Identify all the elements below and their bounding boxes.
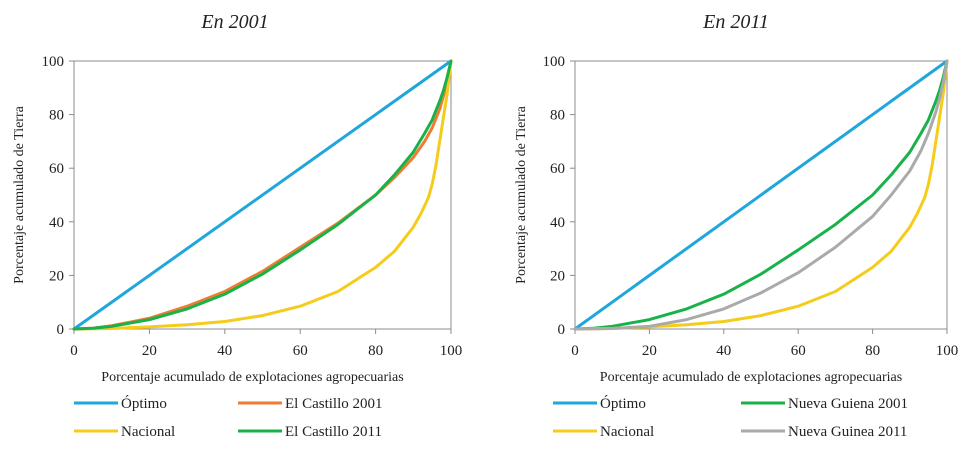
y-tick-label: 20 bbox=[550, 268, 565, 284]
y-tick-label: 80 bbox=[49, 108, 64, 124]
legend-item: Óptimo bbox=[74, 395, 167, 412]
series-line-1 bbox=[573, 59, 949, 331]
y-tick-label: 40 bbox=[49, 215, 64, 231]
series-line-1 bbox=[72, 59, 453, 331]
x-tick-label: 80 bbox=[865, 343, 880, 359]
legend-item: Nacional bbox=[74, 424, 175, 440]
x-tick-label: 0 bbox=[571, 343, 579, 359]
x-tick-label: 60 bbox=[293, 343, 308, 359]
legend-item: El Castillo 2011 bbox=[238, 424, 382, 440]
y-tick-label: 100 bbox=[543, 54, 566, 70]
series-line-4 bbox=[72, 59, 453, 331]
y-tick-label: 60 bbox=[550, 161, 565, 177]
y-tick-label: 100 bbox=[42, 54, 65, 70]
x-tick-label: 100 bbox=[440, 343, 463, 359]
y-tick-label: 20 bbox=[49, 268, 64, 284]
plot-frame bbox=[73, 60, 452, 330]
legend-item: Nueva Guinea 2011 bbox=[741, 424, 907, 440]
chart-title: En 2011 bbox=[702, 11, 769, 33]
legend-item: Nueva Guiena 2001 bbox=[741, 396, 908, 412]
legend-label: Nacional bbox=[600, 424, 654, 440]
legend-label: Nacional bbox=[121, 424, 175, 440]
x-tick-label: 0 bbox=[70, 343, 78, 359]
chart-panel-1: En 2001 0 20 40 60 80 100 0 20 40 60 80 100 Porcentaj… bbox=[12, 11, 462, 440]
legend-label: El Castillo 2011 bbox=[285, 424, 382, 440]
y-tick-label: 60 bbox=[49, 161, 64, 177]
chart-title: En 2001 bbox=[200, 11, 268, 33]
x-tick-label: 100 bbox=[936, 343, 959, 359]
series-line-3 bbox=[72, 59, 453, 331]
x-tick-label: 20 bbox=[642, 343, 657, 359]
x-tick-label: 40 bbox=[217, 343, 232, 359]
chart-panel-2: En 2011 0 20 40 60 80 100 0 20 40 60 80 100 Porcentaj… bbox=[514, 11, 958, 440]
series-line-3 bbox=[573, 59, 949, 331]
y-tick-label: 0 bbox=[57, 322, 65, 338]
plot-frame bbox=[574, 60, 948, 330]
series-line-2 bbox=[573, 59, 949, 331]
series-line-4 bbox=[573, 59, 949, 331]
x-axis-label: Porcentaje acumulado de explotaciones ag… bbox=[101, 370, 403, 385]
x-axis-label: Porcentaje acumulado de explotaciones ag… bbox=[600, 370, 902, 385]
legend-label: El Castillo 2001 bbox=[285, 396, 383, 412]
y-tick-label: 0 bbox=[558, 322, 566, 338]
x-tick-label: 40 bbox=[716, 343, 731, 359]
legend-label: Óptimo bbox=[600, 395, 646, 412]
legend-label: Óptimo bbox=[121, 395, 167, 412]
y-tick-label: 40 bbox=[550, 215, 565, 231]
x-tick-label: 80 bbox=[368, 343, 383, 359]
y-tick-label: 80 bbox=[550, 108, 565, 124]
legend-label: Nueva Guinea 2011 bbox=[788, 424, 907, 440]
legend-item: Óptimo bbox=[553, 395, 646, 412]
legend-item: El Castillo 2001 bbox=[238, 396, 383, 412]
y-axis-label: Porcentaje acumulado de Tierra bbox=[514, 105, 529, 283]
x-tick-label: 60 bbox=[791, 343, 806, 359]
legend-label: Nueva Guiena 2001 bbox=[788, 396, 908, 412]
legend-item: Nacional bbox=[553, 424, 654, 440]
x-tick-label: 20 bbox=[142, 343, 157, 359]
y-axis-label: Porcentaje acumulado de Tierra bbox=[12, 105, 27, 283]
